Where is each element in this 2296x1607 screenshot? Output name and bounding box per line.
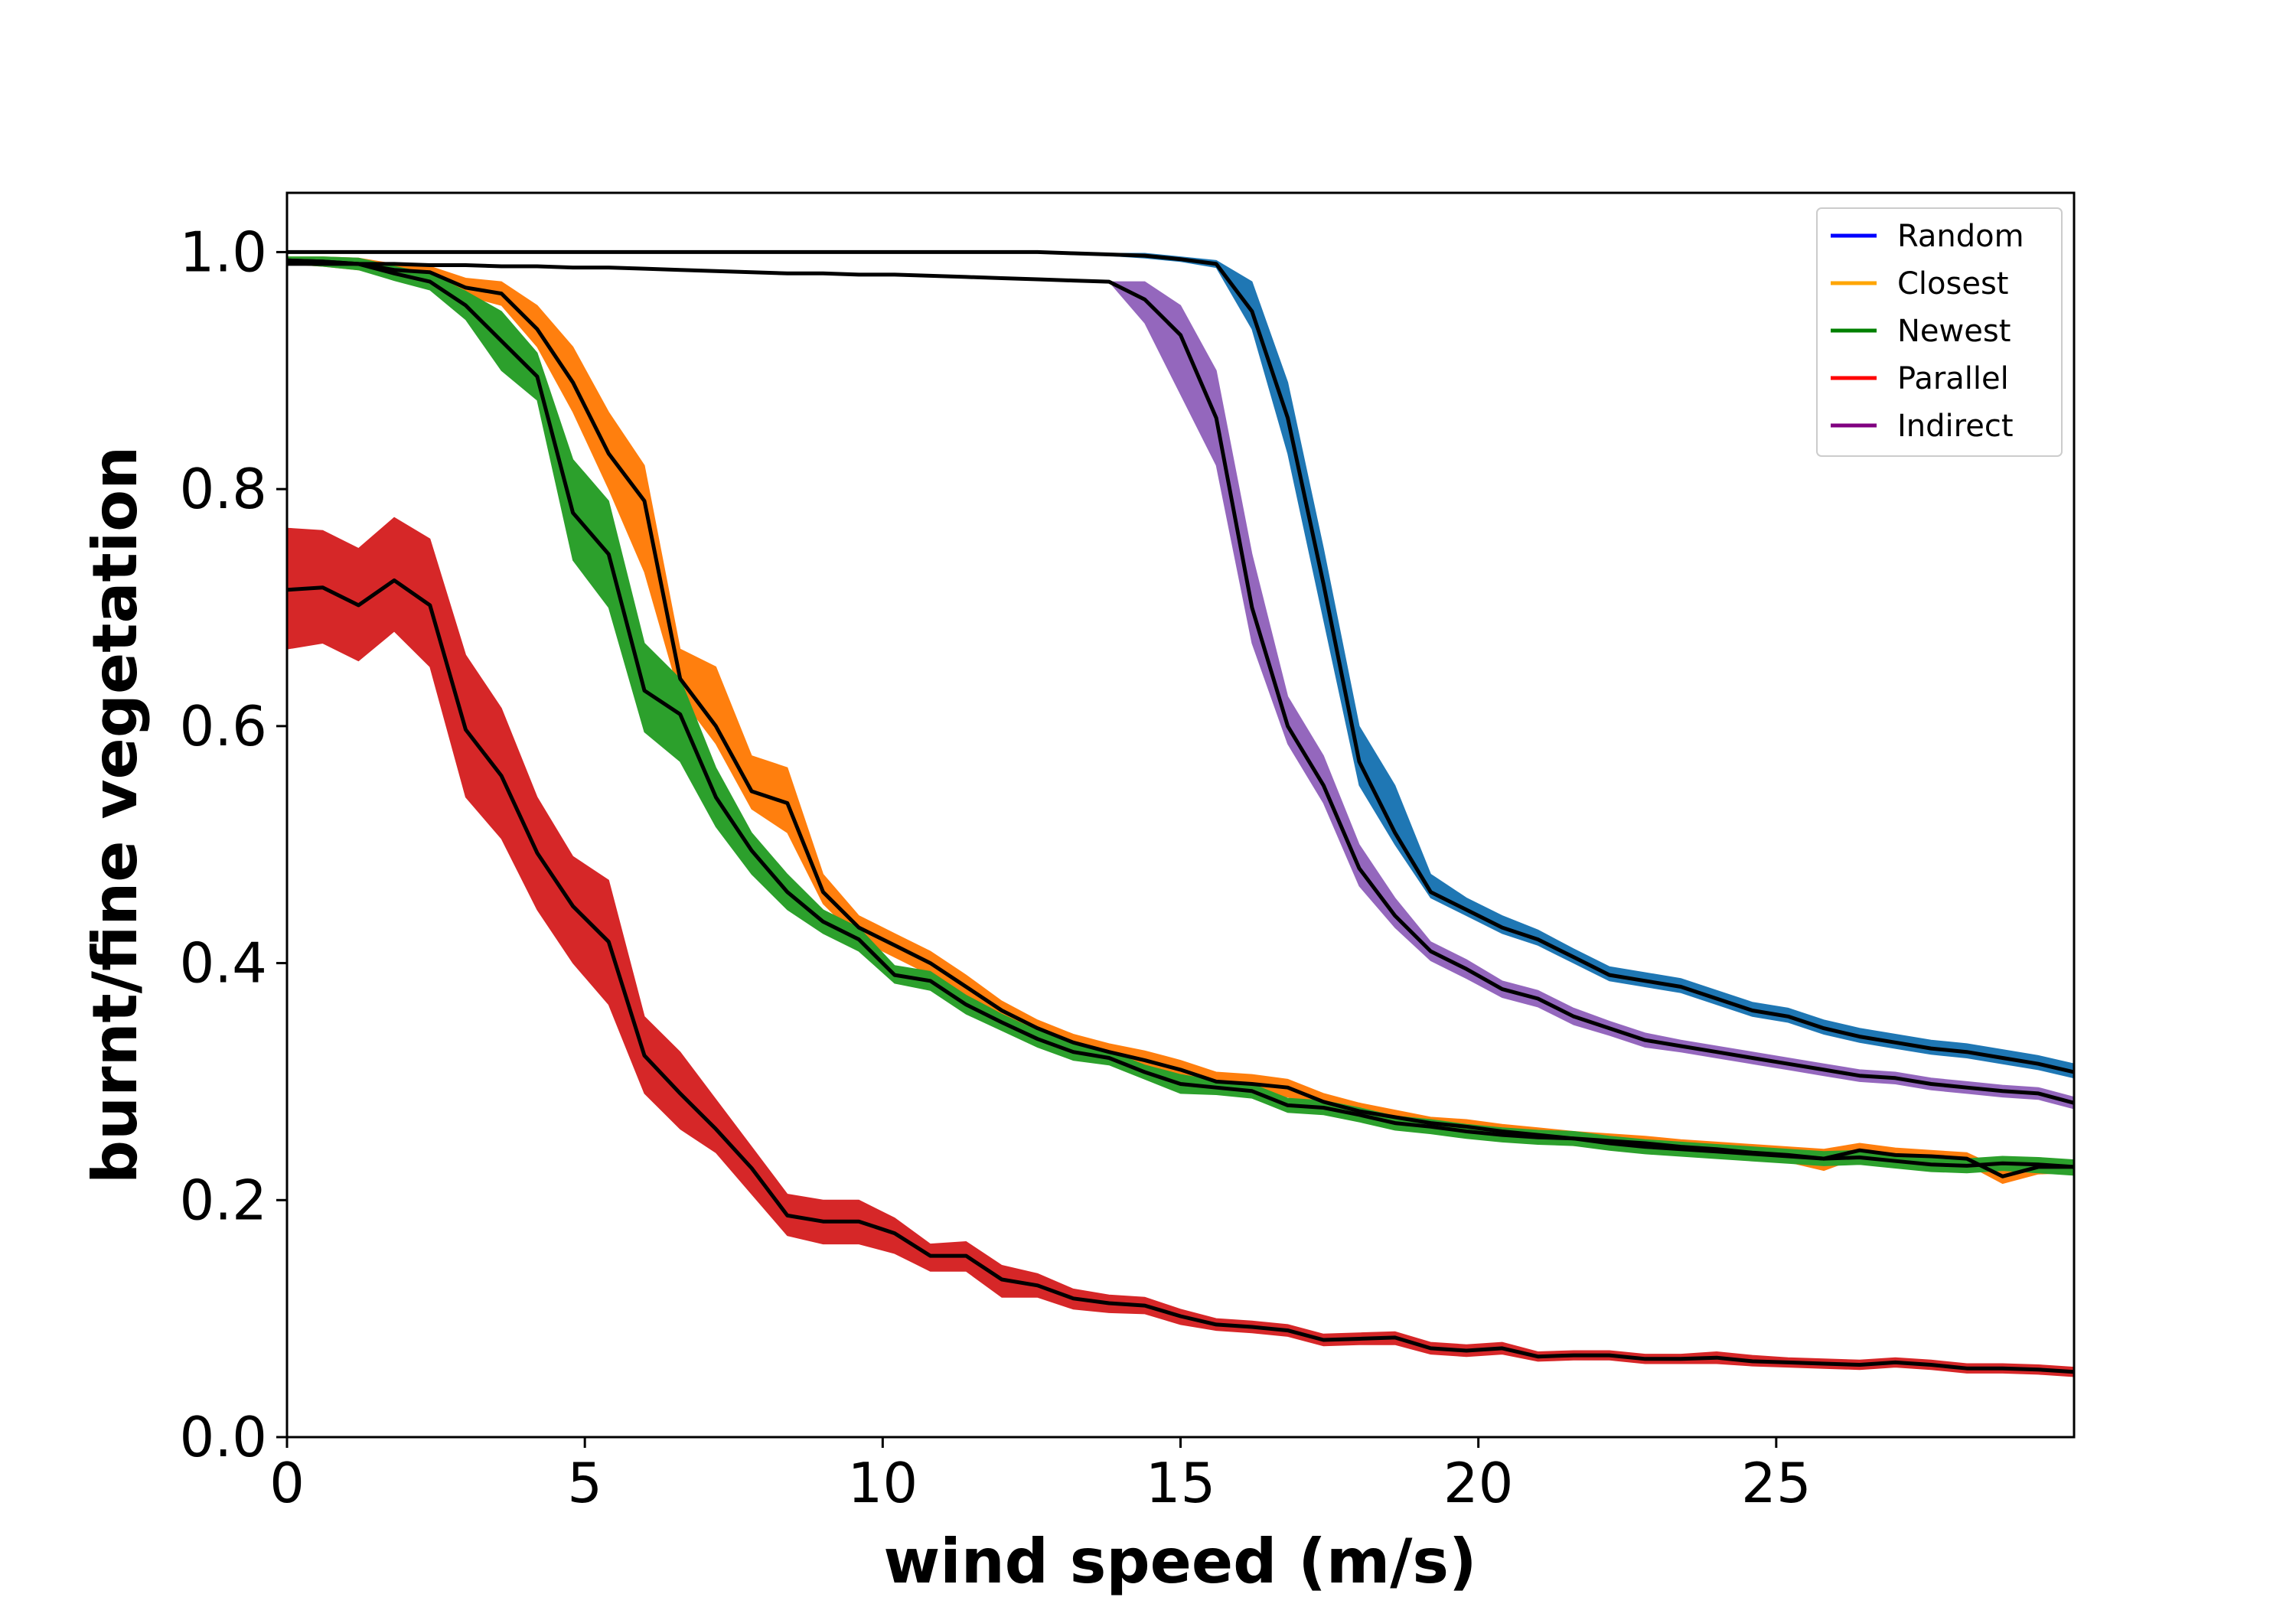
mean-line-parallel bbox=[286, 578, 2075, 1374]
x-tick-label: 10 bbox=[848, 1451, 918, 1515]
legend-label-random: Random bbox=[1897, 219, 2024, 254]
x-tick-label: 25 bbox=[1741, 1451, 1812, 1515]
y-tick-label: 0.6 bbox=[179, 694, 267, 758]
legend-label-newest: Newest bbox=[1897, 314, 2011, 349]
legend-label-indirect: Indirect bbox=[1897, 409, 2014, 444]
x-tick-label: 0 bbox=[269, 1451, 305, 1515]
y-tick-label: 0.0 bbox=[179, 1405, 267, 1469]
x-axis: 0 5 10 15 20 25 bbox=[269, 1437, 1812, 1515]
y-tick-label: 0.2 bbox=[179, 1168, 267, 1232]
legend: Random Closest Newest Parallel Indirect bbox=[1816, 207, 2063, 457]
band-indirect bbox=[287, 263, 2075, 1110]
y-axis: 0.0 0.2 0.4 0.6 0.8 1.0 bbox=[179, 220, 287, 1469]
mean-line-closest bbox=[286, 258, 2074, 1178]
confidence-bands bbox=[286, 251, 2075, 1377]
y-tick-label: 1.0 bbox=[179, 220, 267, 284]
legend-label-parallel: Parallel bbox=[1897, 361, 2009, 396]
x-tick-label: 15 bbox=[1146, 1451, 1216, 1515]
legend-box bbox=[1816, 207, 2063, 457]
band-parallel bbox=[286, 517, 2075, 1377]
x-tick-label: 20 bbox=[1443, 1451, 1514, 1515]
mean-line-random bbox=[287, 249, 2075, 1074]
legend-label-closest: Closest bbox=[1897, 266, 2009, 302]
x-axis-label: wind speed (m/s) bbox=[883, 1526, 1476, 1597]
y-tick-label: 0.4 bbox=[179, 931, 267, 996]
x-tick-label: 5 bbox=[567, 1451, 602, 1515]
mean-line-indirect bbox=[287, 262, 2075, 1105]
band-closest bbox=[286, 256, 2075, 1185]
y-tick-label: 0.8 bbox=[179, 457, 267, 521]
y-axis-label: burnt/fine vegetation bbox=[80, 446, 151, 1184]
mean-lines bbox=[286, 249, 2075, 1374]
mean-line-newest bbox=[286, 258, 2075, 1169]
